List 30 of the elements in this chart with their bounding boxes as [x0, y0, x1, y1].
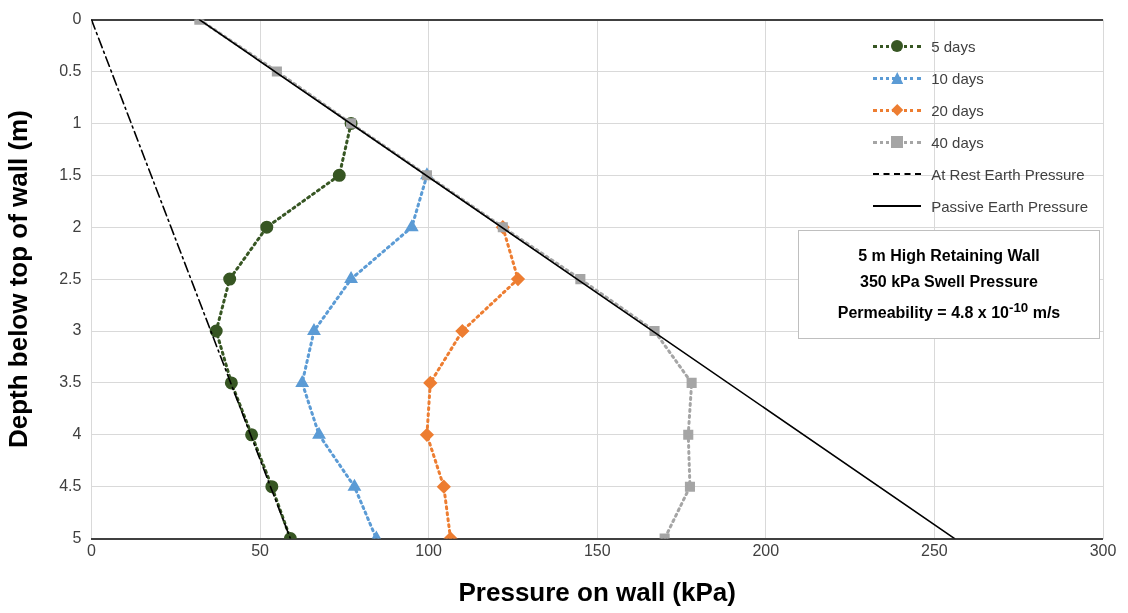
y-tick-label: 1.5: [59, 165, 82, 183]
y-tick-label: 2.5: [59, 269, 82, 287]
legend-label: 10 days: [931, 69, 984, 87]
y-tick-label: 5: [72, 529, 82, 547]
legend-label: At Rest Earth Pressure: [931, 165, 1085, 183]
x-tick-label: 50: [251, 541, 270, 559]
y-axis-title: Depth below top of wall (m): [2, 110, 33, 449]
x-axis-title: Pressure on wall (kPa): [458, 576, 736, 607]
x-tick-label: 100: [415, 541, 443, 559]
x-tick-label: 0: [86, 541, 96, 559]
legend-label: 5 days: [931, 37, 976, 55]
y-tick-label: 2: [72, 217, 82, 235]
x-tick-label: 200: [752, 541, 780, 559]
text-box: 5 m High Retaining Wall 350 kPa Swell Pressure Permeability = 4.8 x 10$^{-10}$ m/s: [798, 230, 1100, 340]
y-tick-label: 3: [72, 321, 82, 339]
x-tick-label: 250: [921, 541, 948, 559]
y-tick-label: 1: [72, 113, 82, 131]
y-tick-label: 4.5: [59, 477, 82, 495]
legend-label: 20 days: [931, 101, 984, 119]
legend-label: 40 days: [931, 133, 984, 151]
y-tick-label: 3.5: [59, 373, 82, 391]
x-tick-label: 150: [583, 541, 611, 559]
y-tick-label: 0: [72, 10, 82, 28]
x-tick-label: 300: [1089, 541, 1117, 559]
y-tick-label: 0.5: [59, 61, 82, 79]
annotation: Permeability = 4.8 x 10$^{-10}$ m/s: [836, 299, 1062, 324]
y-tick-label: 4: [72, 425, 82, 443]
legend-label: Passive Earth Pressure: [931, 197, 1088, 215]
annotation: 5 m High Retaining Wall: [857, 246, 1041, 266]
annotation: 350 kPa Swell Pressure: [859, 272, 1039, 292]
